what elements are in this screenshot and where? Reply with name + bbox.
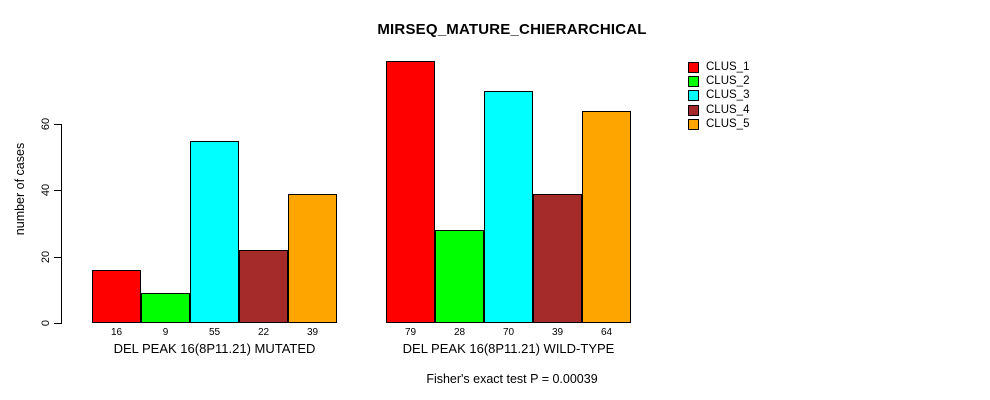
y-tick-label: 40 [40,184,52,197]
bar-value-label: 55 [208,327,221,338]
bar-clus_2-group2 [435,230,484,323]
x-group-label: DEL PEAK 16(8P11.21) WILD-TYPE [402,341,615,356]
bar-value-label: 39 [306,327,319,338]
y-tick-label: 0 [40,319,52,327]
bar-value-label: 9 [162,327,169,338]
fisher-test-annotation: Fisher's exact test P = 0.00039 [426,372,598,386]
y-tick-mark [54,190,61,192]
bar-clus_3-group2 [484,90,533,323]
bar-value-label: 22 [257,327,270,338]
y-tick-mark [54,123,61,125]
legend-label: CLUS_4 [706,103,750,116]
bar-value-label: 70 [502,327,515,338]
bar-clus_5-group1 [288,193,337,323]
legend-color-swatch [688,104,699,116]
bar-clus_4-group1 [239,250,288,323]
legend: CLUS_1 CLUS_2 CLUS_3 CLUS_4 CLUS_5 [688,60,749,132]
legend-color-swatch [688,90,699,102]
legend-item-clus_3: CLUS_3 [688,89,749,103]
legend-color-swatch [688,61,699,73]
bar-clus_2-group1 [141,293,190,323]
legend-item-clus_1: CLUS_1 [688,60,749,74]
bar-value-label: 16 [110,327,123,338]
legend-item-clus_2: CLUS_2 [688,74,749,88]
legend-label: CLUS_5 [706,118,750,131]
bar-value-label: 79 [404,327,417,338]
bar-clus_1-group2 [386,61,435,323]
x-group-label: DEL PEAK 16(8P11.21) MUTATED [113,341,316,356]
y-tick-mark [54,323,61,324]
bar-clus_1-group1 [92,269,141,323]
y-tick-label: 60 [40,117,52,131]
y-axis-label: number of cases [13,142,27,236]
bar-clus_3-group1 [190,140,239,323]
legend-item-clus_5: CLUS_5 [688,118,749,132]
bar-value-label: 28 [453,327,466,338]
legend-color-swatch [688,119,699,131]
bar-clus_4-group2 [533,193,582,323]
chart-title: MIRSEQ_MATURE_CHIERARCHICAL [377,21,647,38]
y-tick-mark [54,256,61,258]
bar-value-label: 64 [600,327,613,338]
legend-item-clus_4: CLUS_4 [688,103,749,117]
legend-label: CLUS_2 [706,75,750,88]
legend-color-swatch [688,76,699,88]
y-axis-line [61,123,62,324]
legend-label: CLUS_1 [706,60,750,73]
bar-value-label: 39 [551,327,564,338]
y-tick-label: 20 [40,250,52,263]
bar-clus_5-group2 [582,110,631,323]
legend-label: CLUS_3 [706,89,750,102]
